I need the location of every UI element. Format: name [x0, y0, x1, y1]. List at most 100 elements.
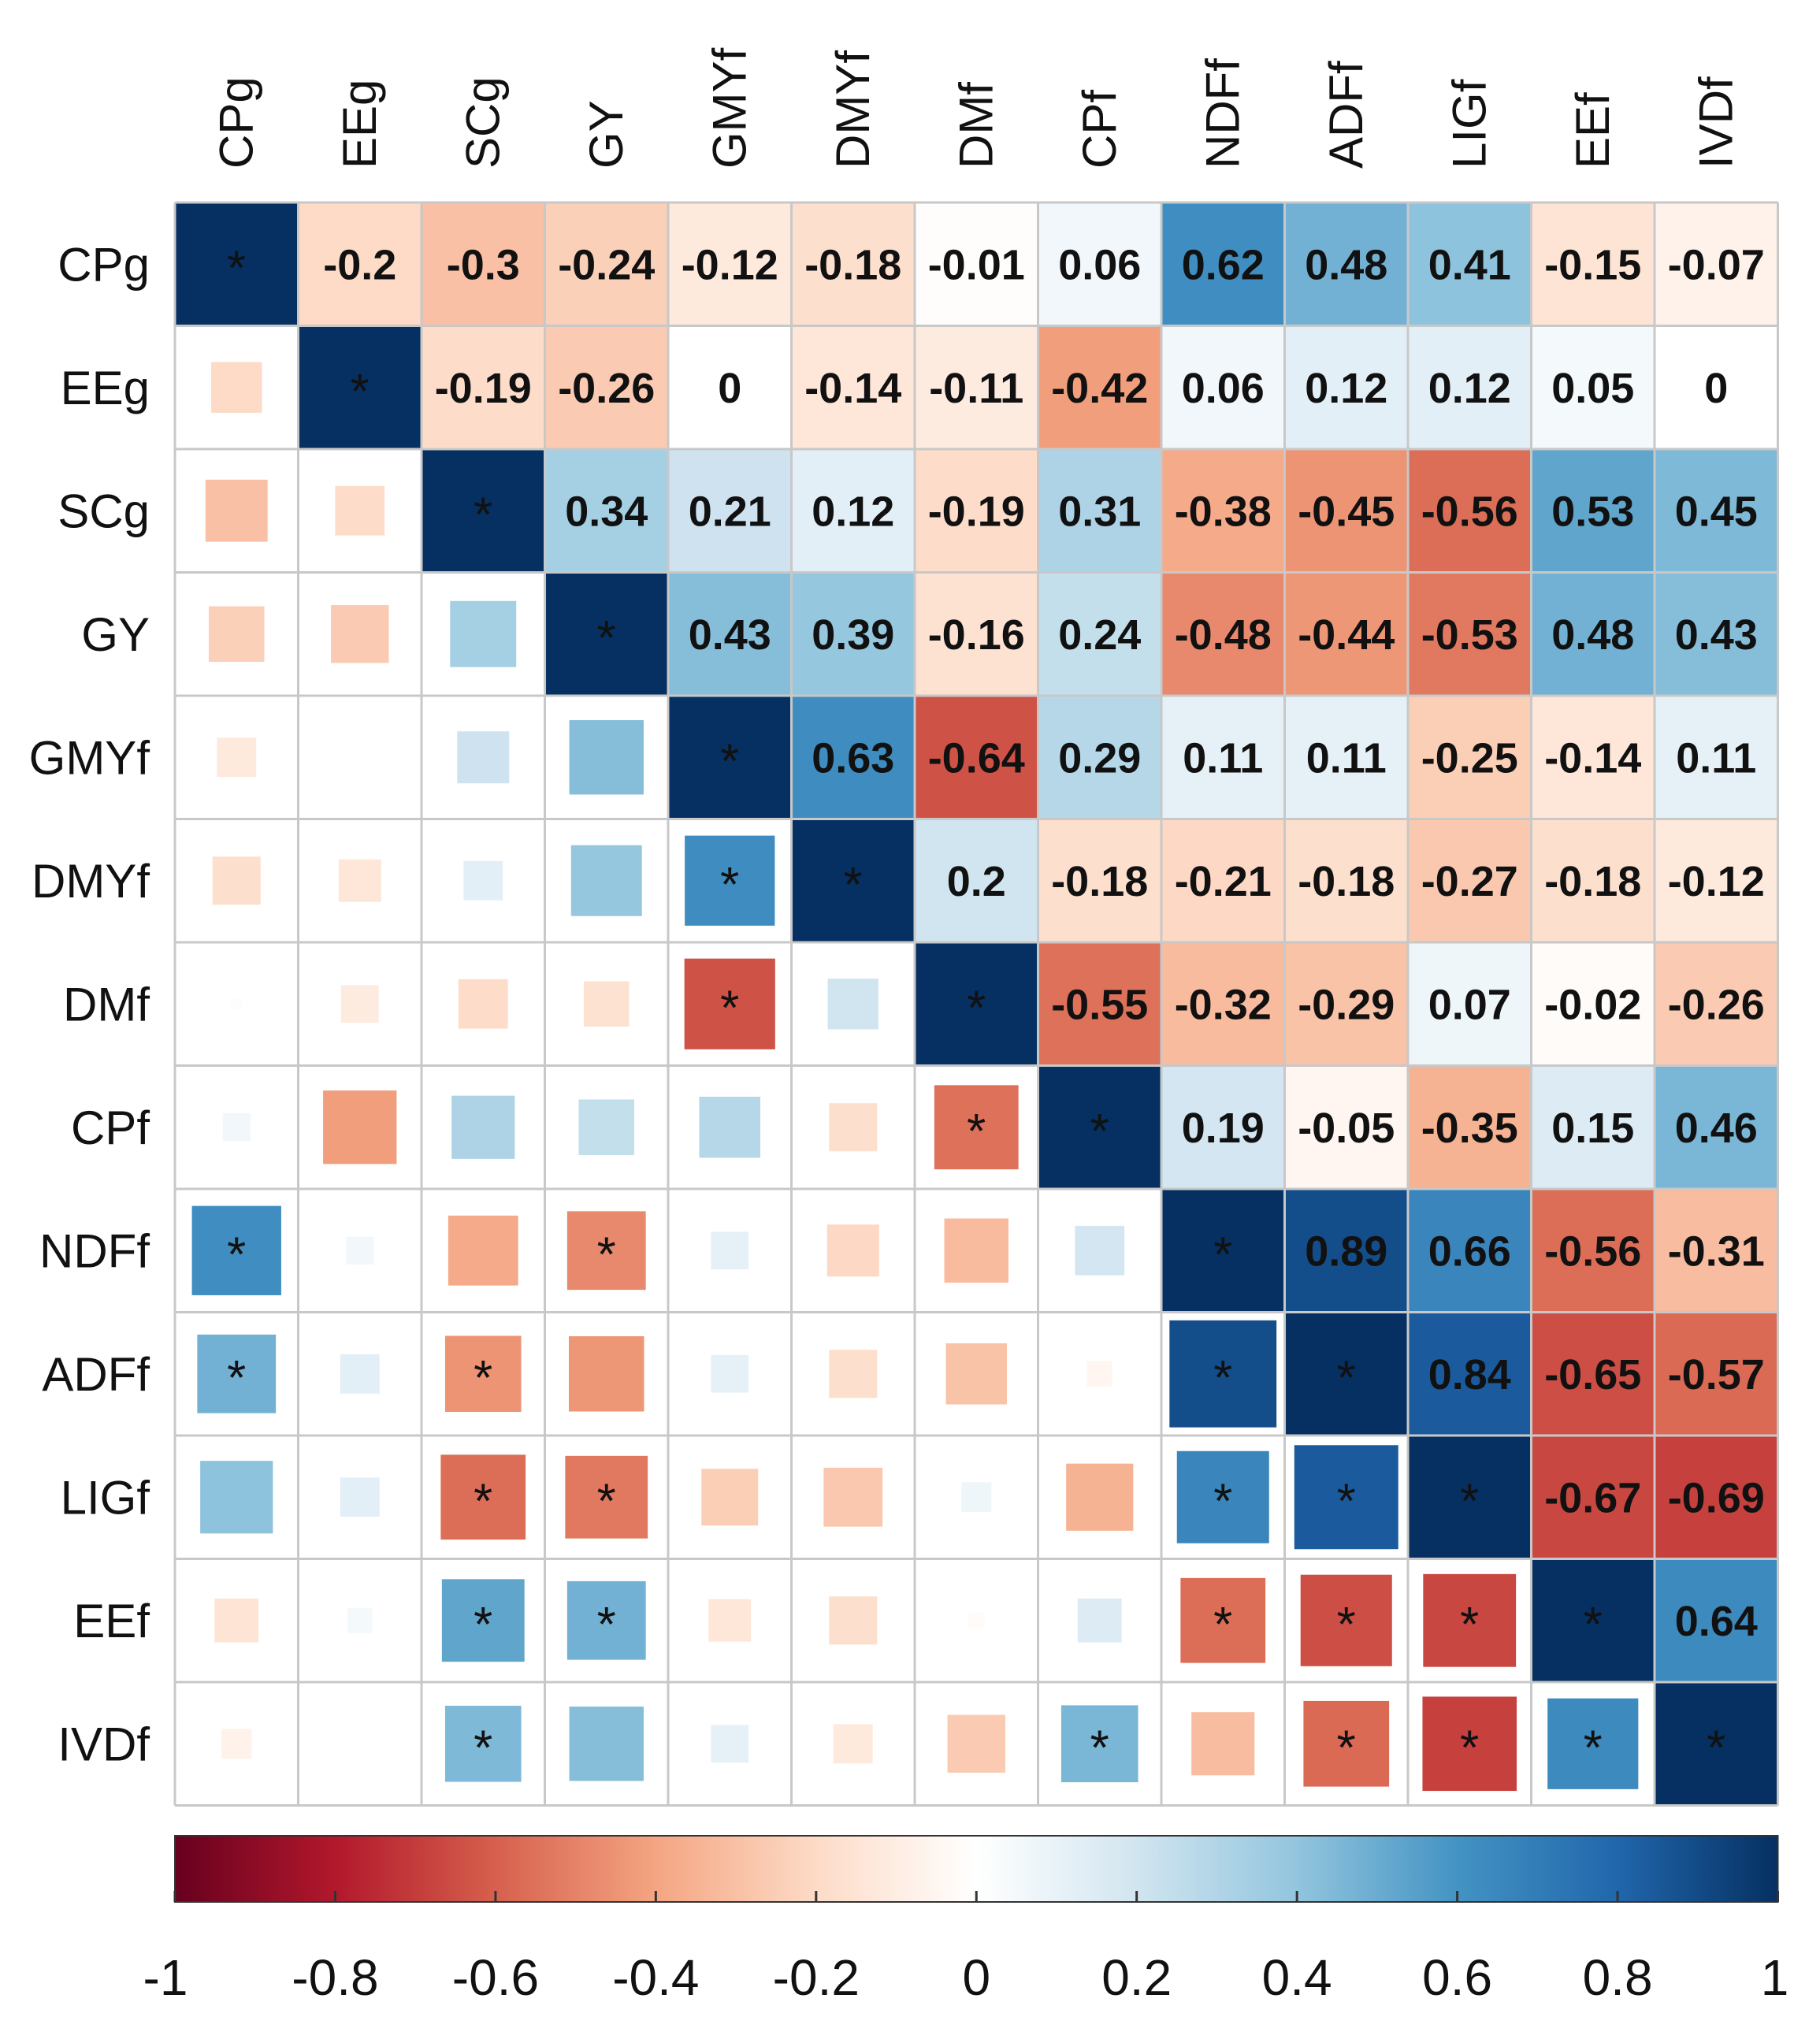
correlation-square-LIGf-CPg [200, 1461, 273, 1534]
diagonal-cell-CPg [175, 202, 299, 326]
value-label-EEg-SCg: -0.19 [435, 365, 532, 412]
value-label-GMYf-DMYf: 0.63 [812, 734, 894, 782]
value-label-DMYf-EEf: -0.18 [1544, 858, 1641, 905]
colorbar-tick-label: -0.2 [773, 1949, 860, 2006]
colorbar-tick-label: 0.2 [1101, 1949, 1172, 2006]
diagonal-cell-EEg [298, 325, 422, 449]
correlation-square-NDFf-DMYf [826, 1224, 879, 1277]
correlation-square-DMYf-GMYf [685, 835, 775, 926]
value-label-DMf-NDFf: -0.32 [1175, 981, 1272, 1028]
correlation-square-DMf-SCg [458, 979, 508, 1029]
value-cell-DMf-CPf [1038, 942, 1161, 1066]
correlation-square-LIGf-DMf [961, 1482, 992, 1513]
significance-star: * [474, 1721, 492, 1775]
value-label-DMf-LIGf: 0.07 [1428, 981, 1511, 1028]
value-cell-CPf-IVDf [1655, 1065, 1778, 1189]
correlation-square-LIGf-GMYf [701, 1469, 759, 1526]
value-cell-SCg-CPf [1038, 449, 1161, 573]
value-cell-GY-EEf [1531, 572, 1655, 696]
value-cell-EEg-GY [544, 325, 668, 449]
value-label-GY-NDFf: -0.48 [1175, 611, 1272, 659]
column-label-EEg: EEg [333, 80, 386, 169]
column-label-SCg: SCg [456, 76, 509, 169]
value-cell-DMYf-ADFf [1284, 819, 1408, 942]
significance-star: * [1337, 1351, 1356, 1406]
value-label-EEg-NDFf: 0.06 [1182, 365, 1265, 412]
value-label-ADFf-LIGf: 0.84 [1428, 1351, 1511, 1398]
value-cell-GMYf-ADFf [1284, 696, 1408, 819]
significance-star: * [720, 858, 739, 912]
row-labels: CPg EEg SCg GY GMYf DMYf DMf CPf NDFf ADFf LIGf EEf… [29, 238, 150, 1770]
value-label-CPg-CPf: 0.06 [1058, 241, 1141, 288]
value-label-SCg-GY: 0.34 [565, 488, 648, 535]
correlation-square-IVDf-LIGf [1422, 1696, 1517, 1792]
value-label-EEg-DMf: -0.11 [929, 365, 1023, 412]
value-label-EEf-IVDf: 0.64 [1675, 1598, 1758, 1645]
correlation-square-DMYf-GY [570, 845, 642, 916]
colorbar-tick-label: 0.4 [1262, 1949, 1332, 2006]
correlation-square-IVDf-DMYf [833, 1724, 873, 1764]
value-cell-GMYf-DMYf [791, 696, 915, 819]
value-label-CPg-DMf: -0.01 [928, 241, 1025, 288]
significance-star: * [1460, 1721, 1479, 1775]
value-label-SCg-EEf: 0.53 [1551, 488, 1634, 535]
row-label-SCg: SCg [58, 485, 150, 537]
value-cell-GY-NDFf [1161, 572, 1285, 696]
column-label-CPg: CPg [210, 76, 262, 169]
value-label-CPg-EEg: -0.2 [323, 241, 396, 288]
value-cell-EEg-IVDf [1655, 325, 1778, 449]
significance-star: * [1460, 1474, 1479, 1528]
correlation-square-CPf-EEg [323, 1090, 397, 1164]
correlation-square-CPf-DMf [934, 1085, 1019, 1170]
value-cell-CPg-EEg [298, 202, 422, 326]
diagonal-cell-EEf [1531, 1558, 1655, 1682]
correlation-square-EEg-CPg [211, 362, 262, 413]
correlation-square-CPf-GMYf [699, 1096, 761, 1158]
value-label-GMYf-CPf: 0.29 [1058, 734, 1141, 782]
correlation-square-EEf-ADFf [1300, 1574, 1392, 1666]
row-label-ADFf: ADFf [42, 1348, 150, 1401]
column-label-NDFf: NDFf [1196, 58, 1249, 169]
value-cell-DMYf-IVDf [1655, 819, 1778, 942]
row-label-LIGf: LIGf [61, 1471, 150, 1524]
value-label-GMYf-EEf: -0.14 [1544, 734, 1641, 782]
row-label-GY: GY [81, 608, 150, 661]
value-cell-EEg-NDFf [1161, 325, 1285, 449]
value-cell-EEg-DMf [915, 325, 1038, 449]
value-label-CPf-IVDf: 0.46 [1675, 1105, 1758, 1152]
value-cell-CPf-NDFf [1161, 1065, 1285, 1189]
correlation-square-DMf-GY [583, 981, 630, 1027]
row-label-CPg: CPg [58, 238, 150, 291]
value-label-GMYf-DMf: -0.64 [928, 734, 1025, 782]
value-label-EEg-GMYf: 0 [718, 365, 741, 412]
correlation-square-GY-EEg [331, 605, 389, 663]
correlation-square-IVDf-ADFf [1303, 1700, 1390, 1787]
value-cell-EEg-DMYf [791, 325, 915, 449]
significance-star: * [351, 365, 370, 419]
correlation-square-ADFf-DMf [945, 1343, 1008, 1405]
value-label-SCg-IVDf: 0.45 [1675, 488, 1758, 535]
value-cell-ADFf-EEf [1531, 1312, 1655, 1436]
value-label-NDFf-LIGf: 0.66 [1428, 1228, 1511, 1275]
correlation-square-LIGf-GY [565, 1455, 648, 1539]
colorbar-tick-label: -0.4 [612, 1949, 699, 2006]
correlation-square-GY-SCg [450, 600, 517, 667]
column-label-GY: GY [580, 100, 633, 169]
significance-star: * [1213, 1351, 1232, 1406]
significance-star: * [720, 734, 739, 789]
value-label-CPg-GMYf: -0.12 [682, 241, 778, 288]
value-label-CPg-GY: -0.24 [558, 241, 655, 288]
value-cell-NDFf-EEf [1531, 1189, 1655, 1313]
value-label-GY-DMYf: 0.39 [812, 611, 894, 659]
colorbar-tick-label: -1 [143, 1949, 188, 2006]
significance-star: * [1090, 1721, 1109, 1775]
significance-star: * [1213, 1228, 1232, 1282]
value-cell-SCg-NDFf [1161, 449, 1285, 573]
significance-star: * [967, 981, 986, 1035]
row-label-DMYf: DMYf [32, 855, 150, 908]
value-label-LIGf-EEf: -0.67 [1544, 1474, 1641, 1521]
value-cell-CPg-ADFf [1284, 202, 1408, 326]
diagonal-cell-NDFf [1161, 1189, 1285, 1313]
correlation-square-NDFf-GMYf [711, 1231, 749, 1270]
value-label-DMf-IVDf: -0.26 [1668, 981, 1765, 1028]
